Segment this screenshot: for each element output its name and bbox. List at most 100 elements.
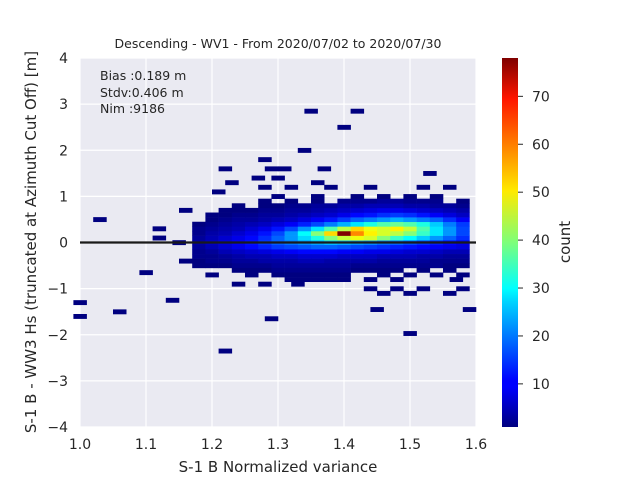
heatmap-cell — [231, 249, 246, 255]
heatmap-cell — [429, 244, 444, 250]
heatmap-cell — [363, 263, 378, 269]
heatmap-cell — [403, 198, 417, 204]
heatmap-cell — [363, 198, 378, 204]
heatmap-cell — [324, 230, 338, 236]
heatmap-cell — [390, 198, 404, 204]
heatmap-cell — [258, 203, 272, 209]
heatmap-cell — [350, 244, 365, 250]
heatmap-cell — [443, 230, 457, 236]
heatmap-cell — [429, 235, 444, 241]
heatmap-cell — [258, 212, 272, 218]
heatmap-cell — [284, 221, 299, 227]
heatmap-cell — [443, 221, 457, 227]
heatmap-cell — [271, 272, 285, 278]
heatmap-cell — [304, 108, 318, 114]
heatmap-cell — [297, 277, 312, 283]
heatmap-cell — [324, 217, 338, 223]
heatmap-cell — [337, 272, 351, 278]
heatmap-cell — [245, 249, 259, 255]
heatmap-cell — [264, 316, 279, 322]
heatmap-cell — [370, 307, 384, 312]
heatmap-cell — [324, 235, 338, 241]
heatmap-cell — [271, 263, 285, 269]
heatmap-cell — [350, 267, 365, 273]
heatmap-cell — [403, 212, 417, 218]
heatmap-cell — [284, 198, 299, 204]
heatmap-cell — [245, 263, 259, 269]
heatmap-cell — [278, 166, 292, 172]
heatmap-cell — [456, 226, 470, 232]
heatmap-cell — [284, 212, 299, 218]
heatmap-cell — [416, 184, 431, 190]
heatmap-cell — [390, 217, 404, 223]
heatmap-cell — [403, 221, 417, 227]
heatmap-cell — [456, 198, 470, 204]
heatmap-cell — [416, 254, 431, 259]
heatmap-cell — [245, 212, 259, 218]
heatmap-cell — [350, 263, 365, 269]
heatmap-cell — [456, 249, 470, 255]
heatmap-cell — [324, 184, 338, 190]
heatmap-cell — [231, 267, 246, 273]
heatmap-cell — [429, 221, 444, 227]
heatmap-cell — [284, 258, 299, 264]
heatmap-cell — [73, 300, 87, 306]
heatmap-cell — [284, 203, 299, 209]
heatmap-cell — [443, 212, 457, 218]
heatmap-cell — [152, 226, 167, 232]
heatmap-cell — [363, 203, 378, 209]
heatmap-cell — [403, 230, 417, 236]
colorbar-tick-label: 20 — [532, 329, 550, 345]
heatmap-cell — [297, 263, 312, 269]
heatmap-cell — [231, 207, 246, 213]
heatmap-cell — [377, 203, 391, 209]
heatmap-cell — [363, 235, 378, 241]
heatmap-cell — [324, 244, 338, 250]
heatmap-cell — [429, 254, 444, 259]
heatmap-cell — [179, 207, 193, 213]
heatmap-cell — [284, 207, 299, 213]
heatmap-cell — [179, 258, 193, 264]
heatmap-cell — [377, 235, 391, 241]
heatmap-cell — [377, 207, 391, 213]
heatmap-cell — [363, 277, 378, 283]
heatmap-cell — [403, 203, 417, 209]
colorbar-label: count — [556, 221, 574, 263]
heatmap-cell — [297, 147, 312, 153]
heatmap-cell — [377, 230, 391, 236]
heatmap-cell — [363, 258, 378, 264]
heatmap-cell — [311, 221, 325, 227]
heatmap-cell — [416, 249, 431, 255]
heatmap-cell — [403, 263, 417, 269]
heatmap-cell — [231, 281, 246, 287]
heatmap-cell — [218, 258, 233, 264]
y-tick-label: −2 — [47, 328, 68, 344]
colorbar-tick-label: 40 — [532, 233, 550, 249]
heatmap-cell — [416, 212, 431, 218]
heatmap-cell — [297, 249, 312, 255]
heatmap-cell — [443, 249, 457, 255]
heatmap-cell — [429, 194, 444, 199]
heatmap-cell — [416, 286, 431, 292]
heatmap-cell — [390, 258, 404, 264]
heatmap-cell — [443, 254, 457, 259]
heatmap-cell — [456, 286, 470, 292]
heatmap-cell — [271, 194, 285, 199]
heatmap-cell — [337, 217, 351, 223]
heatmap-cell — [443, 217, 457, 223]
heatmap-cell — [311, 217, 325, 223]
heatmap-cell — [311, 198, 325, 204]
heatmap-cell — [403, 194, 417, 199]
heatmap-cell — [205, 217, 219, 223]
heatmap-cell — [284, 230, 299, 236]
heatmap-cell — [429, 258, 444, 264]
heatmap-cell — [271, 258, 285, 264]
heatmap-cell — [324, 258, 338, 264]
heatmap-cell — [311, 254, 325, 259]
heatmap-cell — [245, 272, 259, 278]
heatmap-cell — [205, 244, 219, 250]
heatmap-cell — [324, 267, 338, 273]
heatmap-cell — [284, 267, 299, 273]
x-tick-label: 1.0 — [69, 437, 91, 453]
heatmap-cell — [284, 217, 299, 223]
